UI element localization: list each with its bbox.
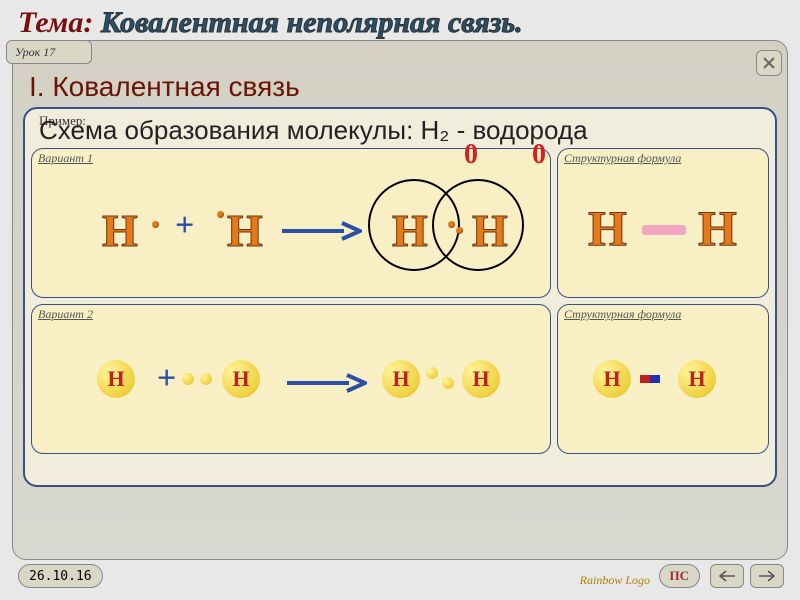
atom-ball: H	[462, 360, 500, 398]
charge-label: 0	[464, 139, 478, 171]
arrow-icon	[287, 373, 367, 393]
variant1-panel: Вариант 1 HH+HH00	[31, 148, 551, 298]
date-pill: 26.10.16	[18, 564, 103, 588]
atom-ball: H	[593, 360, 631, 398]
lesson-tag: Урок 17	[6, 40, 92, 64]
electron-dot	[448, 221, 455, 228]
struct1-diagram: HH	[558, 149, 768, 297]
struct1-panel: Структурная формула HH	[557, 148, 769, 298]
ps-label: ПС	[670, 568, 690, 584]
struct2-diagram: HH	[558, 305, 768, 453]
close-icon	[761, 55, 777, 71]
slide-title: Тема: Ковалентная неполярная связь.	[18, 6, 523, 40]
prev-button[interactable]	[710, 564, 744, 588]
electron-dot	[442, 377, 454, 389]
electron-dot	[456, 227, 463, 234]
electron-dot	[182, 373, 194, 385]
chevron-right-icon	[758, 570, 776, 582]
next-button[interactable]	[750, 564, 784, 588]
row-variant1: Вариант 1 HH+HH00 Структурная формула HH	[31, 148, 769, 298]
atom-ball: H	[222, 360, 260, 398]
arrow-icon	[282, 221, 362, 241]
title-label: Тема:	[18, 6, 93, 39]
logo-text: Rainbow Logo	[580, 573, 650, 588]
electron-dot	[426, 367, 438, 379]
h-atom: H	[588, 199, 627, 257]
bond-bar	[642, 225, 686, 235]
main-panel: I. Ковалентная связь Пример: Схема образ…	[12, 40, 788, 560]
content-frame: Пример: Схема образования молекулы: H₂ -…	[23, 107, 777, 487]
h-atom: H	[102, 204, 138, 257]
variant1-diagram: HH+HH00	[32, 149, 550, 297]
lesson-tag-text: Урок 17	[15, 45, 55, 60]
h-atom: H	[392, 204, 428, 257]
row-variant2: Вариант 2 HHHH+ Структурная формула HH	[31, 304, 769, 454]
plus-icon: +	[175, 207, 194, 245]
electron-dot	[152, 221, 159, 228]
bond-bar	[640, 375, 660, 383]
ps-button[interactable]: ПС	[659, 564, 701, 588]
atom-ball: H	[97, 360, 135, 398]
electron-dot	[217, 211, 224, 218]
plus-icon: +	[157, 360, 176, 398]
variant2-diagram: H H H H +	[32, 305, 550, 453]
title-text: Ковалентная неполярная связь.	[101, 6, 523, 39]
atom-ball: H	[382, 360, 420, 398]
chevron-left-icon	[718, 570, 736, 582]
charge-label: 0	[532, 139, 546, 171]
variant2-panel: Вариант 2 HHHH+	[31, 304, 551, 454]
date-text: 26.10.16	[29, 569, 92, 584]
struct2-panel: Структурная формула HH	[557, 304, 769, 454]
h-atom: H	[472, 204, 508, 257]
h-atom: H	[698, 199, 737, 257]
atom-ball: H	[678, 360, 716, 398]
electron-dot	[200, 373, 212, 385]
h-atom: H	[227, 204, 263, 257]
close-button[interactable]	[756, 50, 782, 76]
content-subtitle: Схема образования молекулы: H₂ - водород…	[39, 115, 769, 146]
section-heading: I. Ковалентная связь	[29, 71, 777, 103]
